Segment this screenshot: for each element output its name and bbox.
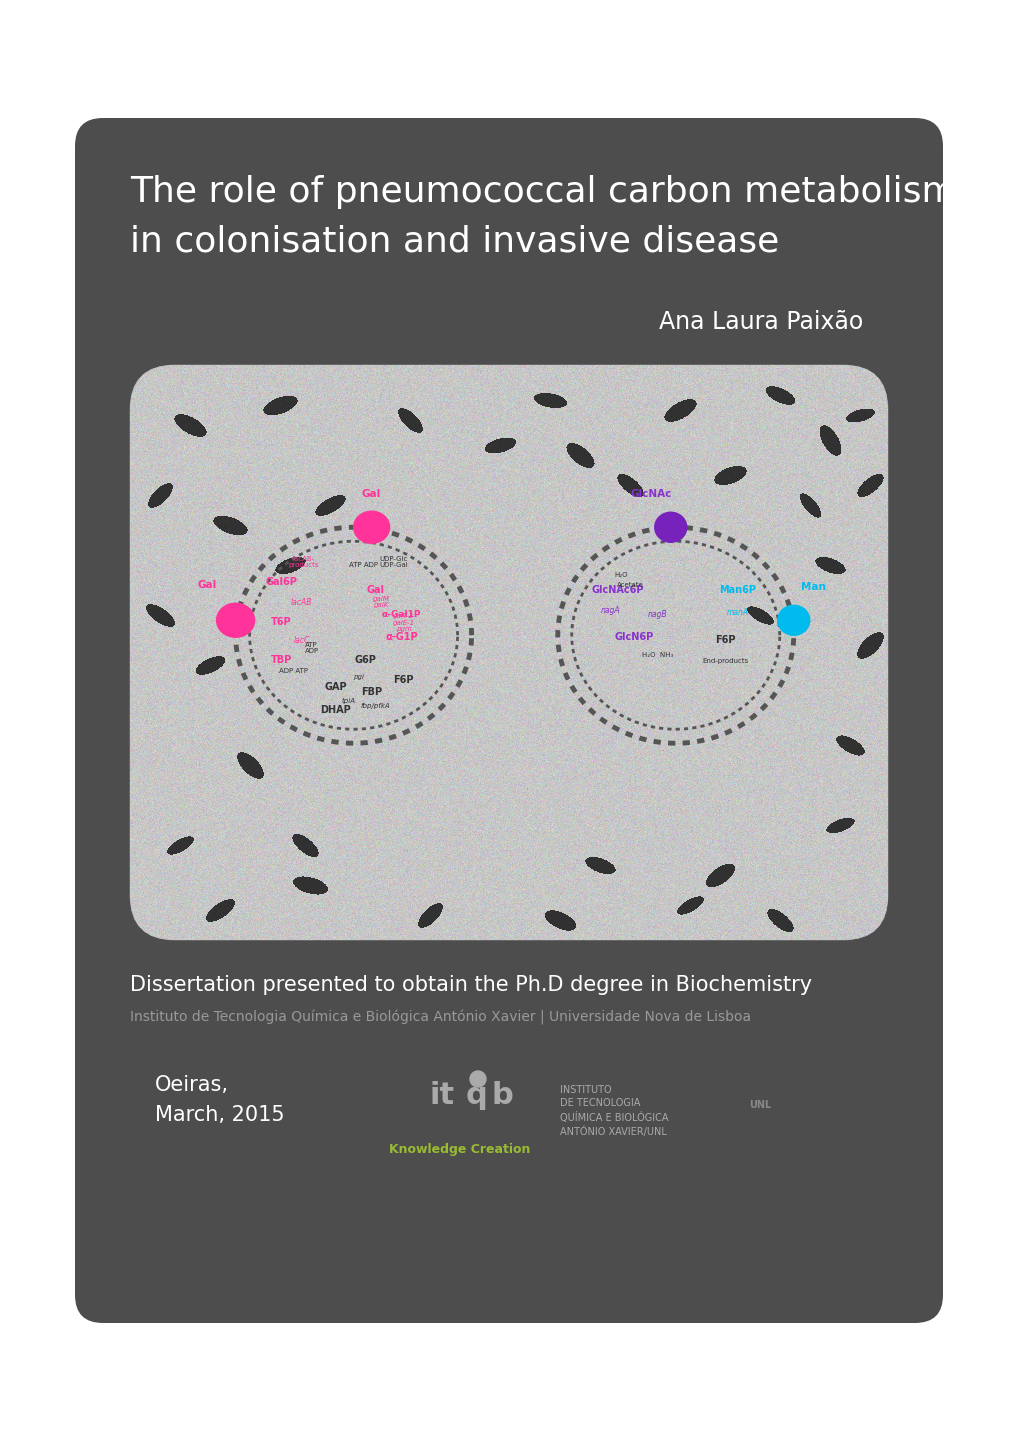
Text: INSTITUTO
DE TECNOLOGIA
QUÍMICA E BIOLÓGICA
ANTÓNIO XAVIER/UNL: INSTITUTO DE TECNOLOGIA QUÍMICA E BIOLÓG… bbox=[559, 1084, 667, 1138]
Text: H₂O: H₂O bbox=[613, 572, 627, 578]
Text: Oeiras,
March, 2015: Oeiras, March, 2015 bbox=[155, 1076, 284, 1125]
Text: F6P: F6P bbox=[714, 636, 736, 645]
Text: Knowledge Creation: Knowledge Creation bbox=[389, 1144, 530, 1156]
Text: Gal6P: Gal6P bbox=[265, 577, 298, 587]
Text: The role of pneumococcal carbon metabolism: The role of pneumococcal carbon metaboli… bbox=[129, 174, 956, 209]
Text: UDP-Glc
UDP-Gal: UDP-Glc UDP-Gal bbox=[379, 557, 408, 568]
Text: Gal: Gal bbox=[366, 585, 384, 596]
Text: ADP ATP: ADP ATP bbox=[279, 668, 308, 675]
FancyBboxPatch shape bbox=[75, 118, 943, 1322]
Text: lacAB: lacAB bbox=[290, 598, 312, 607]
Text: lacAB-
products: lacAB- products bbox=[288, 557, 319, 568]
Text: FBP: FBP bbox=[361, 688, 382, 698]
Text: in colonisation and invasive disease: in colonisation and invasive disease bbox=[129, 225, 779, 260]
FancyBboxPatch shape bbox=[129, 365, 888, 940]
Text: T6P: T6P bbox=[271, 617, 291, 627]
Text: TBP: TBP bbox=[271, 655, 292, 665]
Text: Gal: Gal bbox=[198, 580, 217, 590]
Ellipse shape bbox=[654, 512, 686, 542]
Text: GAP: GAP bbox=[324, 682, 346, 692]
Text: nagA: nagA bbox=[600, 606, 620, 616]
Text: pgi: pgi bbox=[353, 675, 364, 681]
Text: manA: manA bbox=[726, 609, 748, 617]
Text: fbp/pfkA: fbp/pfkA bbox=[361, 704, 390, 709]
Text: F6P: F6P bbox=[393, 675, 414, 685]
Text: ATP
ADP: ATP ADP bbox=[305, 642, 318, 655]
Text: GlcNAc: GlcNAc bbox=[630, 489, 671, 499]
Text: Acetate: Acetate bbox=[616, 583, 644, 588]
Text: ATP ADP: ATP ADP bbox=[348, 562, 378, 568]
Ellipse shape bbox=[216, 603, 255, 637]
Text: GlcN6P: GlcN6P bbox=[613, 632, 653, 642]
Text: End-products: End-products bbox=[702, 658, 748, 665]
Text: G6P: G6P bbox=[355, 655, 376, 665]
Text: GlcNAc6P: GlcNAc6P bbox=[591, 585, 643, 596]
Text: nagB: nagB bbox=[647, 610, 666, 619]
Text: UNL: UNL bbox=[748, 1100, 770, 1110]
Text: Gal: Gal bbox=[362, 489, 381, 499]
Text: Man6P: Man6P bbox=[718, 585, 755, 596]
Text: galM
galK: galM galK bbox=[373, 596, 389, 609]
Text: Instituto de Tecnologia Química e Biológica António Xavier | Universidade Nova d: Instituto de Tecnologia Química e Biológ… bbox=[129, 1009, 750, 1025]
Text: α-G1P: α-G1P bbox=[385, 632, 418, 642]
Text: it: it bbox=[430, 1080, 454, 1109]
Text: lacC: lacC bbox=[293, 636, 310, 645]
Text: b: b bbox=[491, 1080, 514, 1109]
Text: Ana Laura Paixão: Ana Laura Paixão bbox=[658, 310, 862, 335]
Text: galT-2
galE-1
pgm: galT-2 galE-1 pgm bbox=[392, 613, 415, 632]
Ellipse shape bbox=[777, 606, 809, 636]
Text: H₂O  NH₃: H₂O NH₃ bbox=[642, 652, 673, 658]
Circle shape bbox=[470, 1071, 485, 1087]
Text: Man: Man bbox=[801, 583, 825, 593]
Text: q: q bbox=[466, 1080, 487, 1109]
Text: α-Gal1P: α-Gal1P bbox=[381, 610, 421, 619]
Text: tpiA: tpiA bbox=[341, 698, 356, 704]
Ellipse shape bbox=[354, 512, 389, 544]
Text: DHAP: DHAP bbox=[320, 705, 351, 715]
Text: Dissertation presented to obtain the Ph.D degree in Biochemistry: Dissertation presented to obtain the Ph.… bbox=[129, 975, 811, 995]
